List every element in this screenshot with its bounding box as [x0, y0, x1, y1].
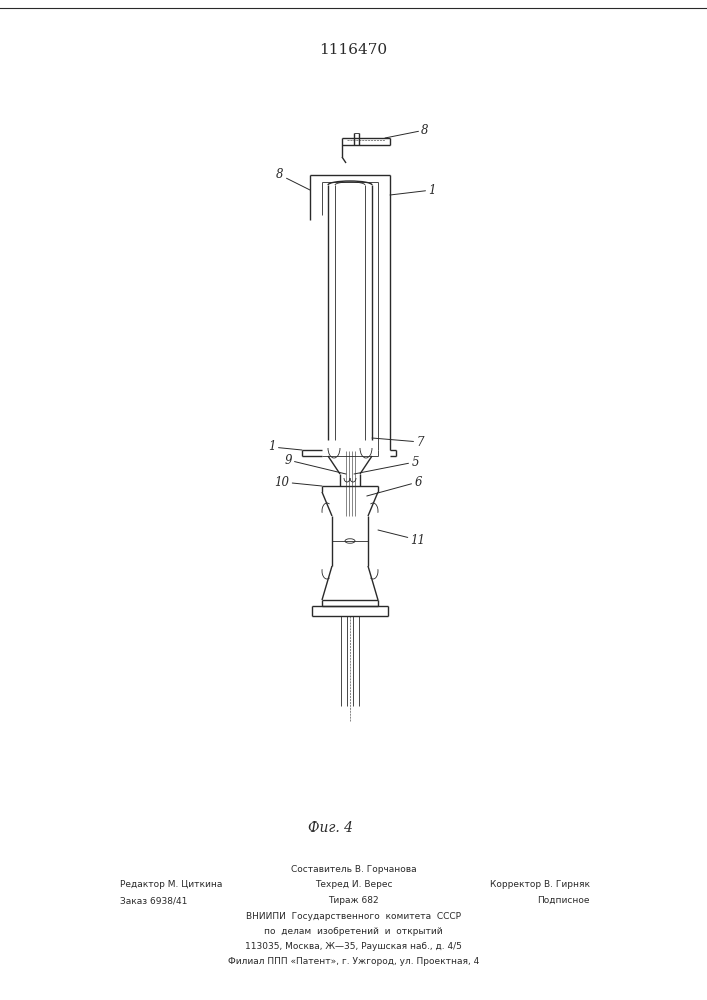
Text: 7: 7 [372, 436, 423, 448]
Text: 1: 1 [390, 184, 436, 196]
Text: Составитель В. Горчанова: Составитель В. Горчанова [291, 865, 416, 874]
Text: 113035, Москва, Ж—35, Раушская наб., д. 4/5: 113035, Москва, Ж—35, Раушская наб., д. … [245, 942, 462, 951]
Text: Филиал ППП «Патент», г. Ужгород, ул. Проектная, 4: Филиал ППП «Патент», г. Ужгород, ул. Про… [228, 957, 479, 966]
Text: 11: 11 [378, 530, 426, 546]
Text: Редактор М. Циткина: Редактор М. Циткина [120, 880, 223, 889]
Text: 8: 8 [385, 124, 428, 138]
Text: ВНИИПИ  Государственного  комитета  СССР: ВНИИПИ Государственного комитета СССР [246, 912, 461, 921]
Text: Тираж 682: Тираж 682 [328, 896, 379, 905]
Text: Заказ 6938/41: Заказ 6938/41 [120, 896, 187, 905]
Text: Корректор В. Гирняк: Корректор В. Гирняк [490, 880, 590, 889]
Text: Подписное: Подписное [537, 896, 590, 905]
Text: 9: 9 [284, 454, 346, 474]
Text: 5: 5 [354, 456, 419, 474]
Text: 10: 10 [274, 476, 322, 488]
Text: по  делам  изобретений  и  открытий: по делам изобретений и открытий [264, 927, 443, 936]
Text: Техред И. Верес: Техред И. Верес [315, 880, 392, 889]
Text: 1: 1 [268, 440, 302, 454]
Text: 6: 6 [367, 476, 422, 496]
Text: Фиг. 4: Фиг. 4 [308, 821, 353, 835]
Text: 8: 8 [276, 168, 310, 190]
Text: 1116470: 1116470 [320, 43, 387, 57]
